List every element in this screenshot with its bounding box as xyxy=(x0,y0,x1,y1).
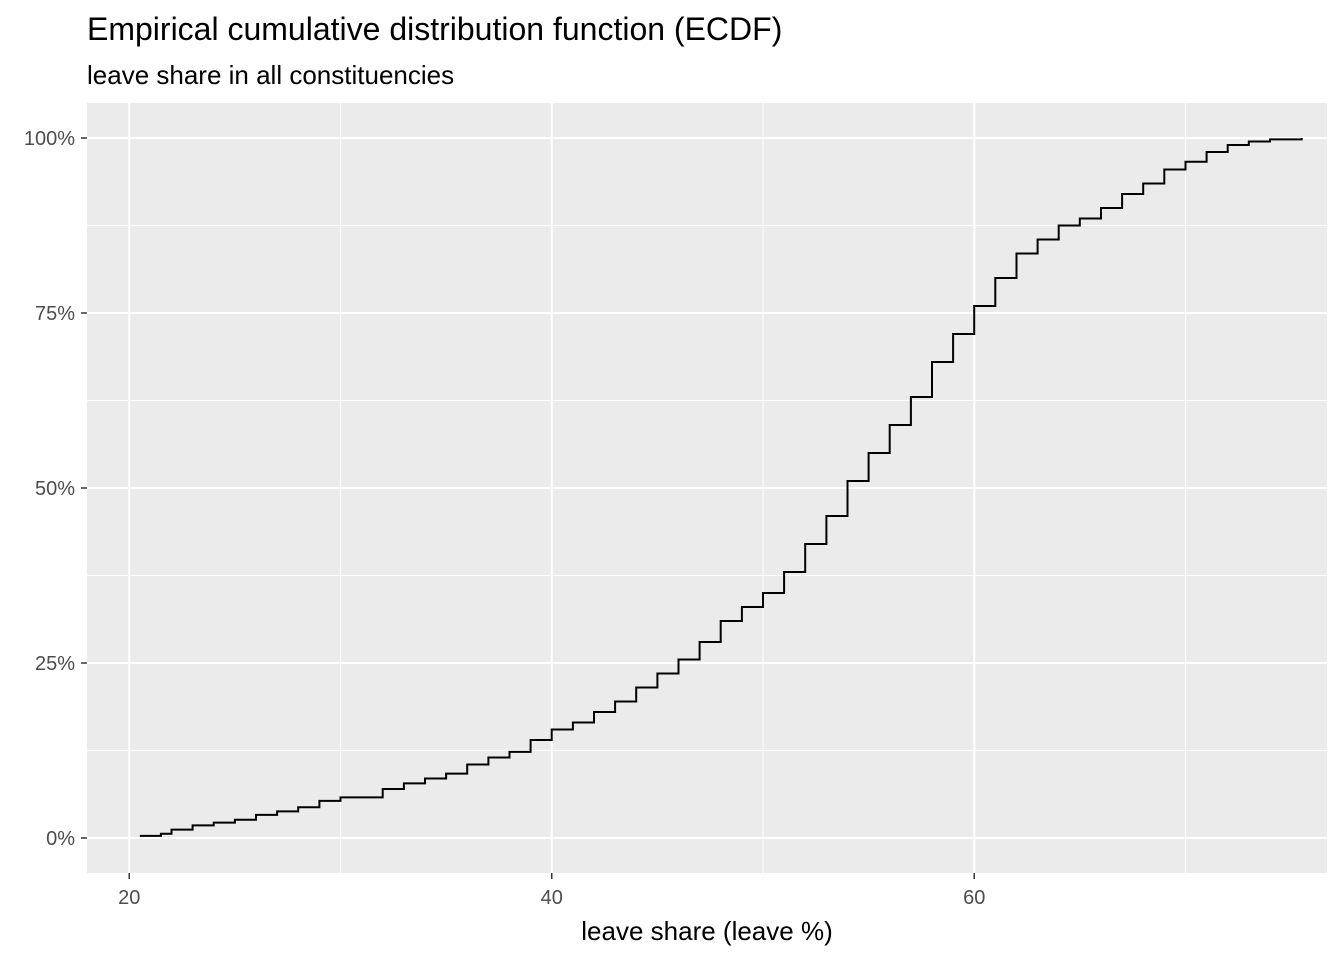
chart-subtitle: leave share in all constituencies xyxy=(87,60,454,90)
chart-title: Empirical cumulative distribution functi… xyxy=(87,11,782,47)
y-tick-label: 100% xyxy=(24,128,75,150)
x-tick-label: 20 xyxy=(118,887,140,909)
y-tick-label: 25% xyxy=(35,653,75,675)
ecdf-series-line xyxy=(139,138,1303,837)
x-tick-label: 60 xyxy=(963,887,985,909)
y-tick-label: 0% xyxy=(46,828,75,850)
x-axis: 20 40 60 xyxy=(118,873,985,909)
x-axis-title: leave share (leave %) xyxy=(581,916,832,946)
y-tick-label: 75% xyxy=(35,303,75,325)
y-tick-label: 50% xyxy=(35,478,75,500)
y-axis: 0% 25% 50% 75% 100% xyxy=(24,128,87,850)
major-gridlines xyxy=(87,103,1327,873)
x-tick-label: 40 xyxy=(541,887,563,909)
